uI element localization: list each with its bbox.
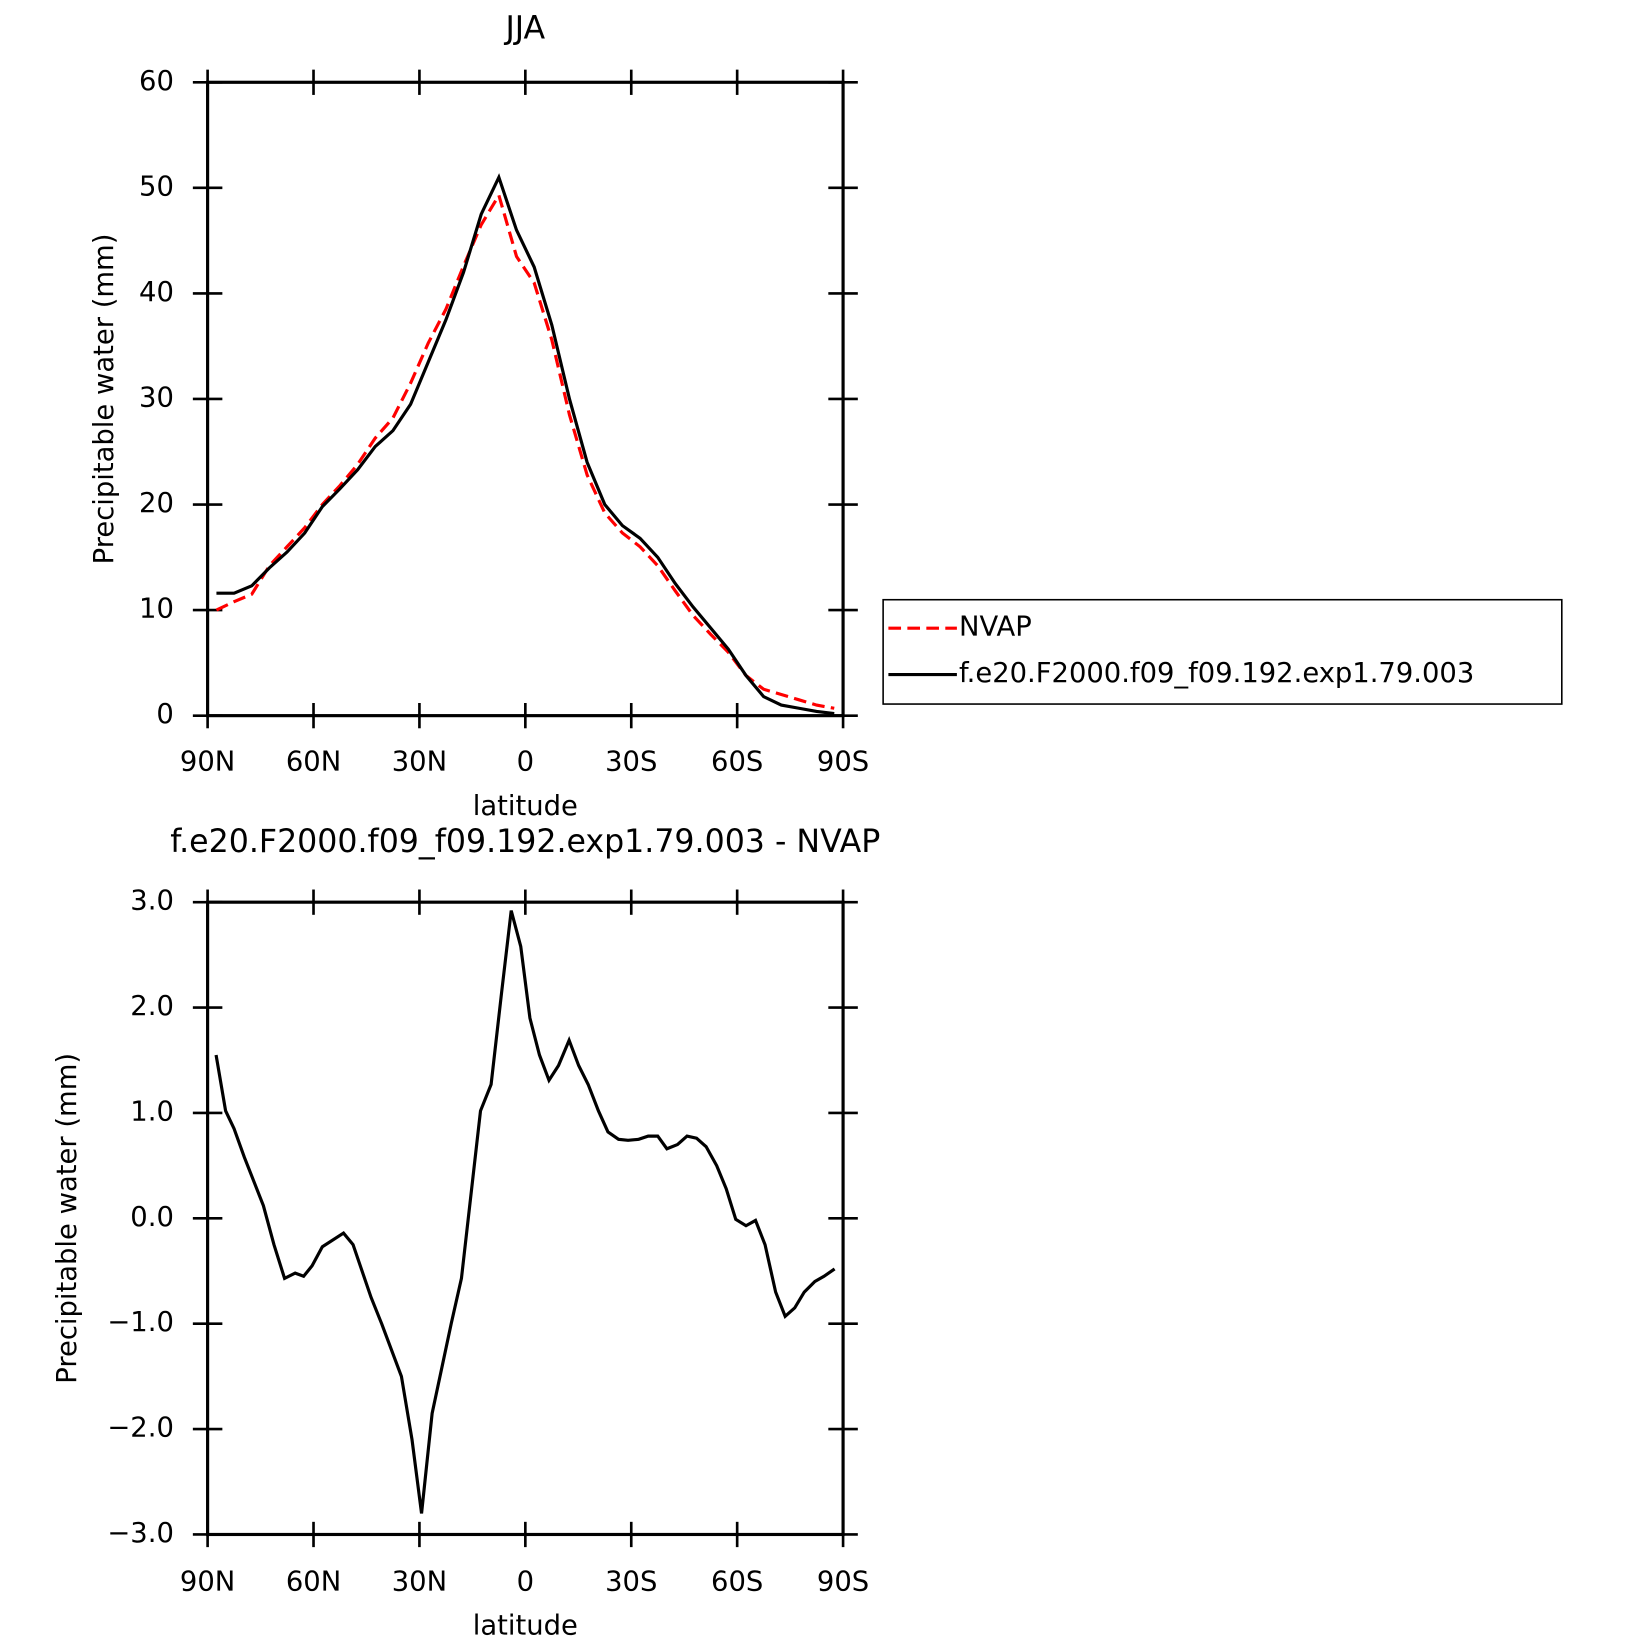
y-axis-label: Precipitable water (mm) [52, 1053, 83, 1384]
x-tick-label: 90N [180, 1566, 235, 1597]
data-line [215, 191, 835, 710]
x-tick-label: 30S [605, 747, 657, 778]
x-axis-label: latitude [473, 1611, 578, 1641]
x-tick-label: 90S [817, 747, 869, 778]
x-tick-label: 60N [286, 1566, 341, 1597]
x-tick-label: 30N [392, 1566, 447, 1597]
x-tick-label: 90S [817, 1566, 869, 1597]
x-axis-label: latitude [473, 791, 578, 822]
y-tick-label: 30 [139, 382, 174, 413]
x-tick-label: 60S [711, 747, 763, 778]
x-tick-label: 90N [180, 747, 235, 778]
chart-title: f.e20.F2000.f09_f09.192.exp1.79.003 - NV… [170, 824, 880, 860]
y-tick-label: −1.0 [107, 1307, 174, 1338]
y-tick-label: 20 [139, 488, 174, 519]
y-tick-label: 40 [139, 277, 174, 308]
legend-label: f.e20.F2000.f09_f09.192.exp1.79.003 [959, 658, 1474, 689]
y-tick-label: 10 [139, 594, 174, 625]
x-tick-label: 30N [392, 747, 447, 778]
y-tick-label: 60 [139, 66, 174, 97]
legend-label: NVAP [959, 612, 1032, 643]
y-tick-label: 0.0 [130, 1202, 174, 1233]
data-line [214, 910, 836, 1514]
x-tick-label: 60N [286, 747, 341, 778]
plot-frame [206, 900, 845, 1537]
data-line [216, 173, 835, 716]
y-axis-label: Precipitable water (mm) [89, 234, 120, 565]
legend-box [882, 598, 1563, 705]
plot-frame [206, 80, 845, 718]
x-tick-label: 30S [605, 1566, 657, 1597]
y-tick-label: 2.0 [130, 991, 174, 1022]
y-tick-label: 0 [156, 699, 173, 730]
y-tick-label: 50 [139, 171, 174, 202]
chart-title: JJA [503, 11, 545, 47]
y-tick-label: −2.0 [107, 1413, 174, 1444]
y-tick-label: −3.0 [107, 1518, 174, 1549]
y-tick-label: 1.0 [130, 1096, 174, 1127]
y-tick-label: 3.0 [130, 886, 174, 917]
x-tick-label: 0 [517, 1566, 534, 1597]
x-tick-label: 60S [711, 1566, 763, 1597]
x-tick-label: 0 [517, 747, 534, 778]
